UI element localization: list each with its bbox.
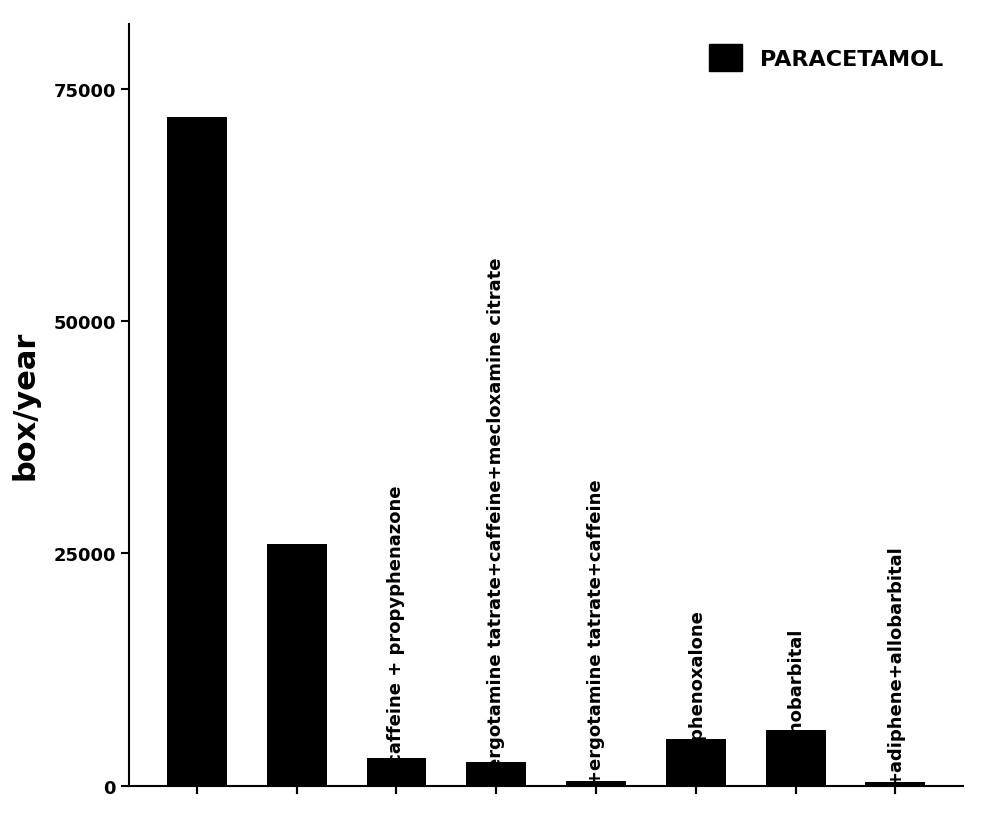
Text: +adiphene+allobarbital: +adiphene+allobarbital [887, 544, 905, 784]
Text: +ergotamine tatrate+caffeine+mecloxamine citrate: +ergotamine tatrate+caffeine+mecloxamine… [488, 257, 505, 784]
Bar [467, 762, 526, 786]
Bar [566, 781, 626, 786]
Bar [766, 730, 825, 786]
Text: + caffeine: + caffeine [288, 681, 306, 784]
Text: +ergotamine tatrate+caffeine: +ergotamine tatrate+caffeine [587, 479, 605, 784]
Bar [366, 758, 426, 786]
Legend: PARACETAMOL: PARACETAMOL [700, 36, 952, 81]
Bar [866, 782, 925, 786]
Text: +phenobarbital: +phenobarbital [786, 627, 804, 784]
Bar [267, 544, 327, 786]
Y-axis label: box/year: box/year [11, 331, 40, 480]
Bar [167, 117, 226, 786]
Text: +mephenoxalone: +mephenoxalone [687, 608, 705, 784]
Bar [666, 739, 726, 786]
Text: + caffeine + propyphenazone: + caffeine + propyphenazone [387, 485, 405, 784]
